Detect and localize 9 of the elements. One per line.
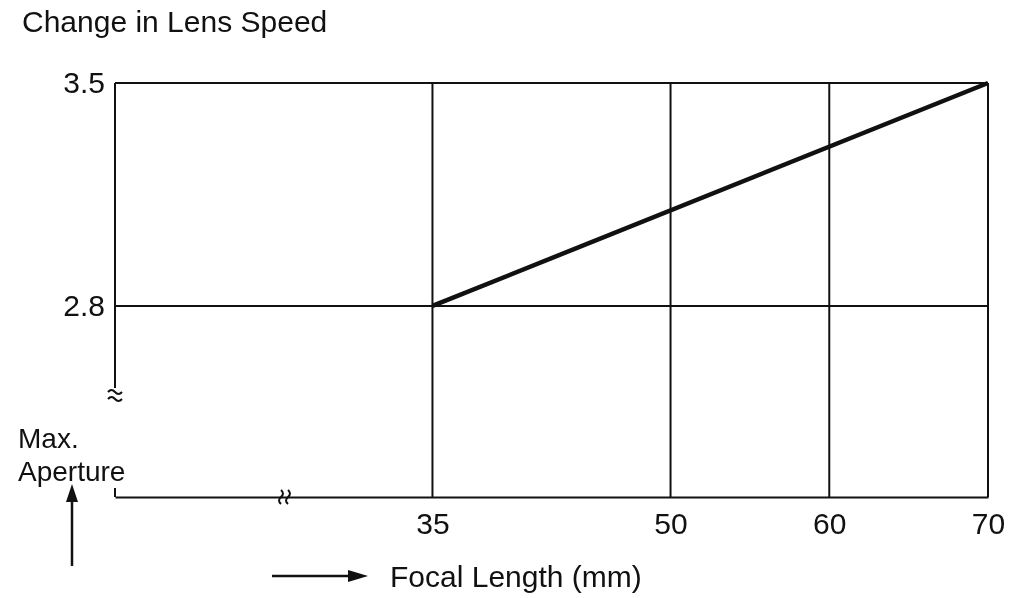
x-tick-label: 60 bbox=[813, 507, 847, 541]
y-tick-label: 3.5 bbox=[63, 66, 105, 100]
x-axis-title: Focal Length (mm) bbox=[390, 560, 642, 593]
x-tick-label: 70 bbox=[971, 507, 1006, 541]
x-tick-label: 50 bbox=[654, 507, 688, 541]
y-tick-label: 2.8 bbox=[63, 289, 105, 323]
x-tick-label: 35 bbox=[416, 507, 450, 541]
chart-title: Change in Lens Speed bbox=[22, 5, 328, 38]
y-axis-title: Max. Aperture bbox=[18, 423, 126, 487]
